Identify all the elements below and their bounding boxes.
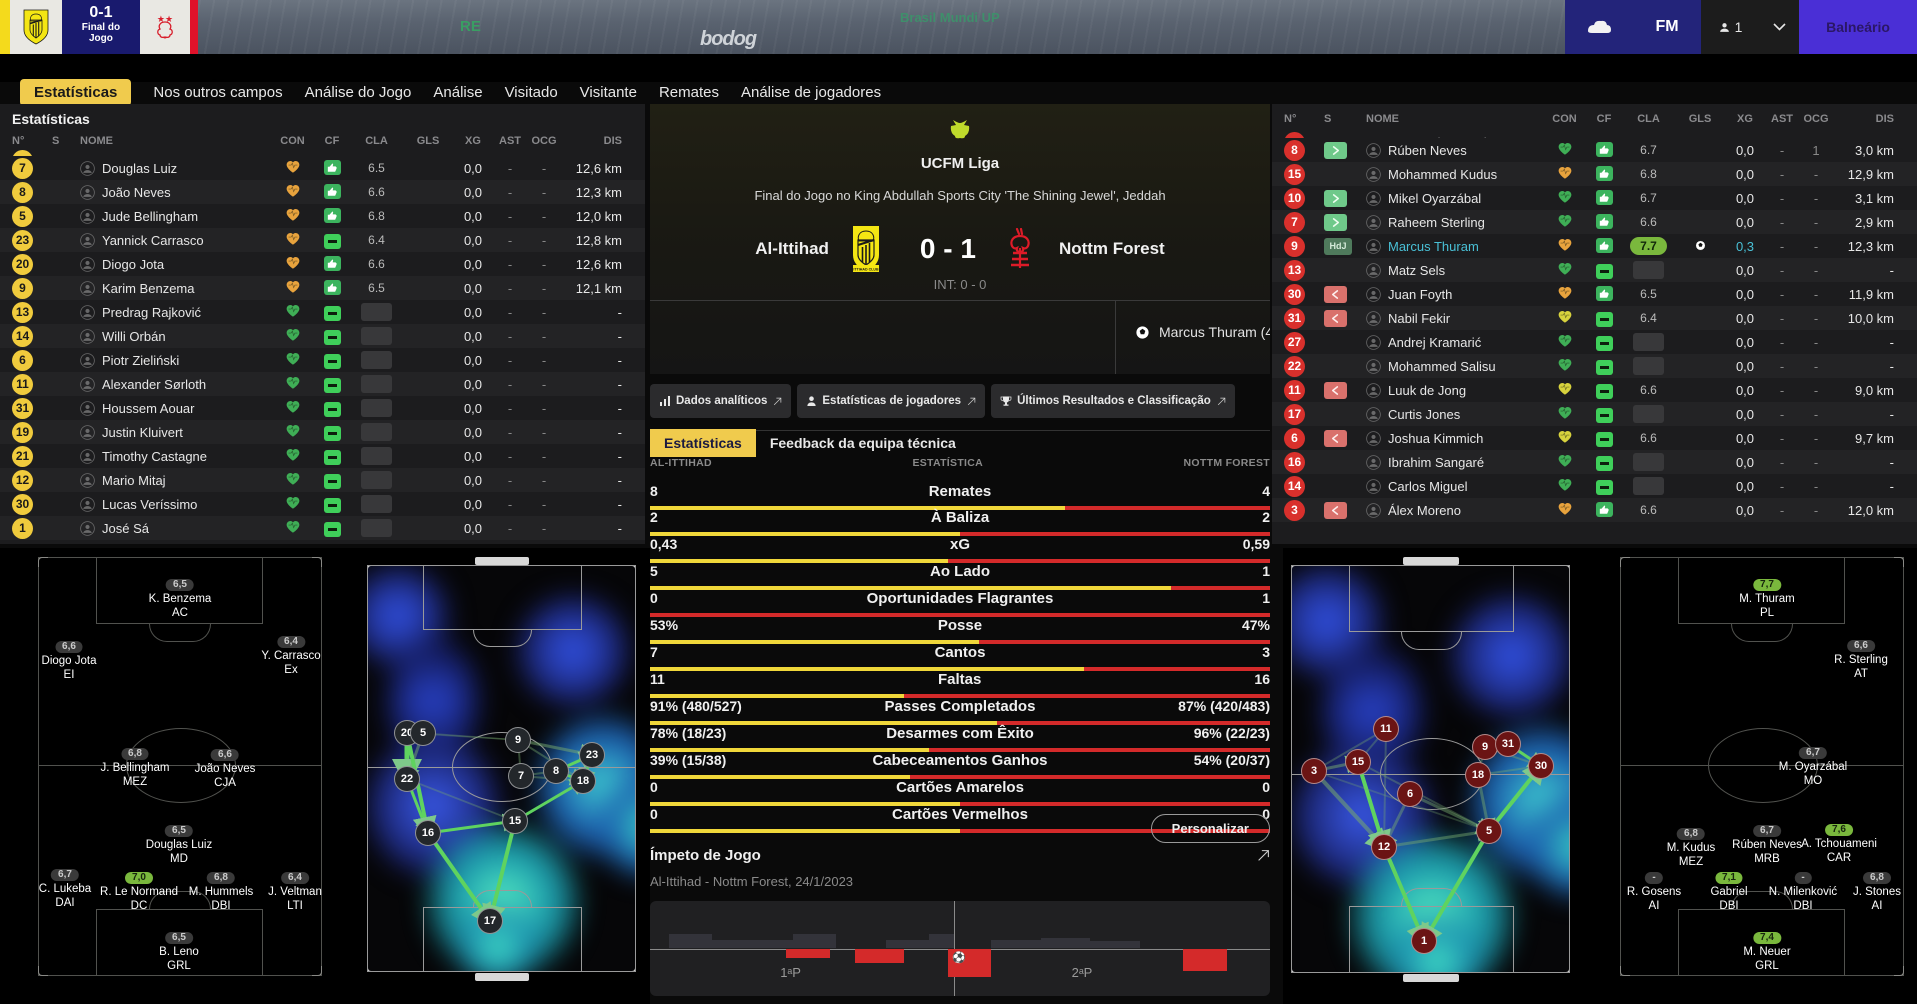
svg-text:ITTIHAD CLUB: ITTIHAD CLUB <box>853 267 879 271</box>
